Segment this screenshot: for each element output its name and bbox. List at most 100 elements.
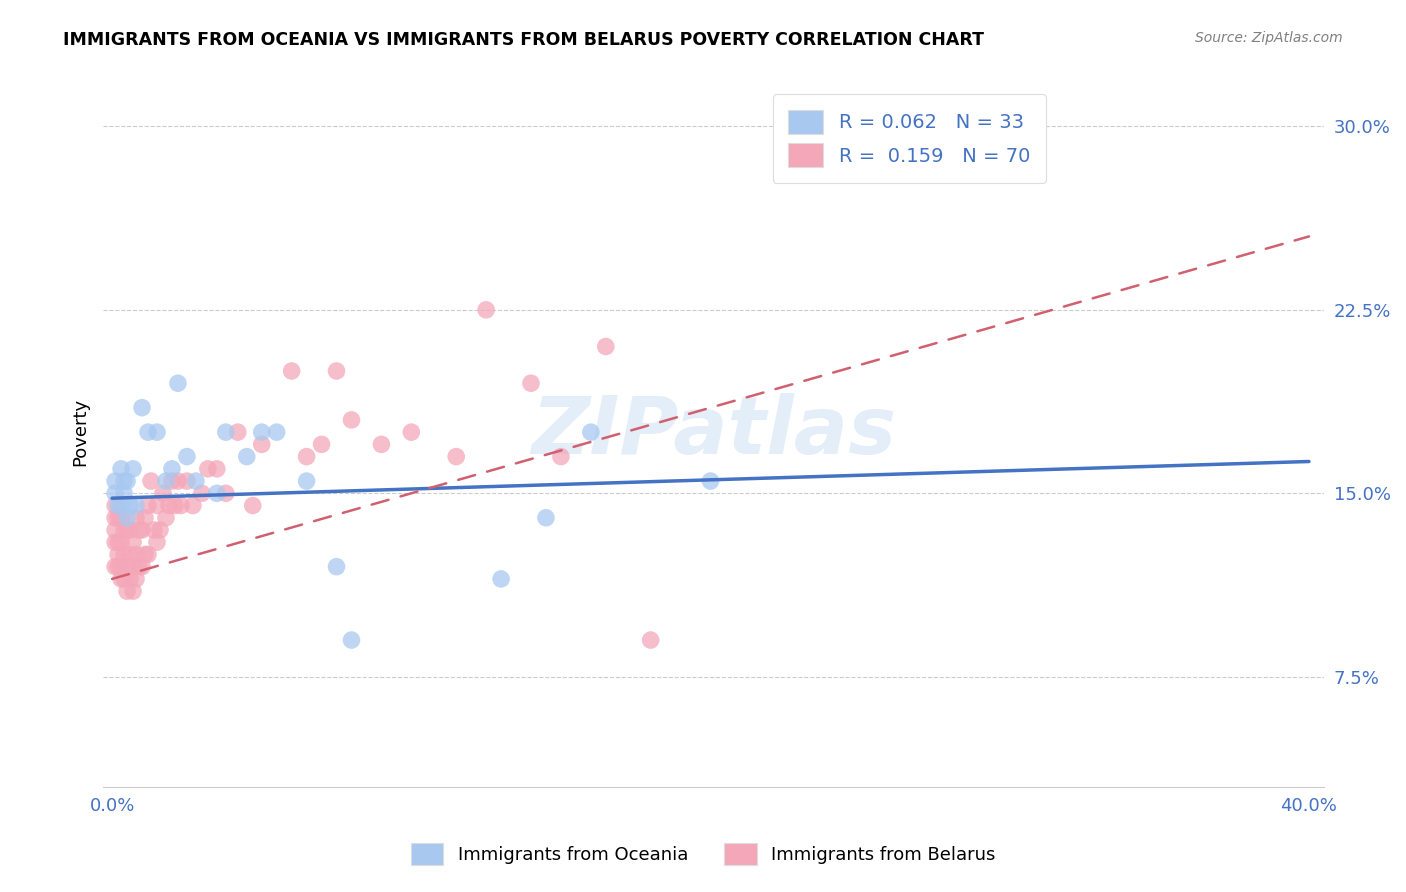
Point (160, 474, 183, 488)
Point (325, 559, 347, 574)
Point (226, 425, 249, 439)
Point (205, 462, 228, 476)
Point (115, 474, 138, 488)
Point (475, 302, 498, 317)
Point (104, 535, 127, 549)
Legend: Immigrants from Oceania, Immigrants from Belarus: Immigrants from Oceania, Immigrants from… (404, 836, 1002, 872)
Point (266, 425, 288, 439)
Point (489, 572, 512, 586)
Point (149, 523, 172, 537)
Point (401, 425, 423, 439)
Point (125, 572, 148, 586)
Point (163, 499, 186, 513)
Point (250, 437, 273, 451)
Point (242, 499, 264, 513)
Point (125, 510, 148, 524)
Point (112, 486, 135, 500)
Point (215, 486, 238, 500)
Point (110, 499, 132, 513)
Point (104, 499, 127, 513)
Point (184, 474, 207, 488)
Point (325, 364, 347, 378)
Point (160, 462, 183, 476)
Point (115, 559, 138, 574)
Point (134, 510, 156, 524)
Point (107, 535, 129, 549)
Point (197, 462, 219, 476)
Point (110, 572, 132, 586)
Point (110, 535, 132, 549)
Point (370, 437, 392, 451)
Point (176, 450, 198, 464)
Point (136, 425, 159, 439)
Point (115, 510, 138, 524)
Point (112, 572, 135, 586)
Point (115, 584, 138, 599)
Point (167, 376, 190, 391)
Point (131, 559, 153, 574)
Point (146, 425, 169, 439)
Point (134, 548, 156, 562)
Legend: R = 0.062   N = 33, R =  0.159   N = 70: R = 0.062 N = 33, R = 0.159 N = 70 (772, 95, 1046, 183)
Point (122, 535, 145, 549)
Point (120, 499, 142, 513)
Point (120, 572, 142, 586)
Point (295, 474, 318, 488)
Point (136, 499, 159, 513)
Point (131, 523, 153, 537)
Point (107, 559, 129, 574)
Point (104, 559, 127, 574)
Point (155, 474, 177, 488)
Point (146, 499, 169, 513)
Point (550, 450, 572, 464)
Point (136, 548, 159, 562)
Point (110, 510, 132, 524)
Text: Source: ZipAtlas.com: Source: ZipAtlas.com (1195, 31, 1343, 45)
Point (128, 559, 150, 574)
Point (120, 548, 142, 562)
Point (112, 523, 135, 537)
Point (444, 450, 467, 464)
Y-axis label: Poverty: Poverty (72, 398, 89, 467)
Text: IMMIGRANTS FROM OCEANIA VS IMMIGRANTS FROM BELARUS POVERTY CORRELATION CHART: IMMIGRANTS FROM OCEANIA VS IMMIGRANTS FR… (63, 31, 984, 49)
Point (104, 474, 127, 488)
Point (215, 425, 238, 439)
Point (280, 364, 302, 378)
Point (520, 376, 543, 391)
Point (112, 474, 135, 488)
Point (998, 156, 1021, 170)
Point (205, 486, 228, 500)
Point (170, 499, 193, 513)
Point (128, 523, 150, 537)
Point (311, 437, 333, 451)
Point (104, 523, 127, 537)
Point (534, 510, 557, 524)
Point (235, 450, 257, 464)
Point (640, 633, 662, 648)
Point (595, 339, 617, 353)
Point (107, 499, 129, 513)
Point (122, 584, 145, 599)
Point (110, 559, 132, 574)
Point (112, 548, 135, 562)
Point (146, 535, 169, 549)
Point (107, 510, 129, 524)
Point (295, 450, 318, 464)
Point (340, 633, 363, 648)
Point (167, 474, 190, 488)
Point (191, 486, 214, 500)
Point (143, 523, 166, 537)
Point (125, 548, 148, 562)
Point (104, 510, 127, 524)
Point (115, 523, 138, 537)
Point (250, 425, 273, 439)
Point (176, 474, 198, 488)
Point (157, 499, 180, 513)
Point (155, 510, 177, 524)
Point (579, 425, 602, 439)
Point (110, 462, 132, 476)
Text: ZIPatlas: ZIPatlas (531, 393, 896, 471)
Point (122, 462, 145, 476)
Point (139, 474, 162, 488)
Point (120, 523, 142, 537)
